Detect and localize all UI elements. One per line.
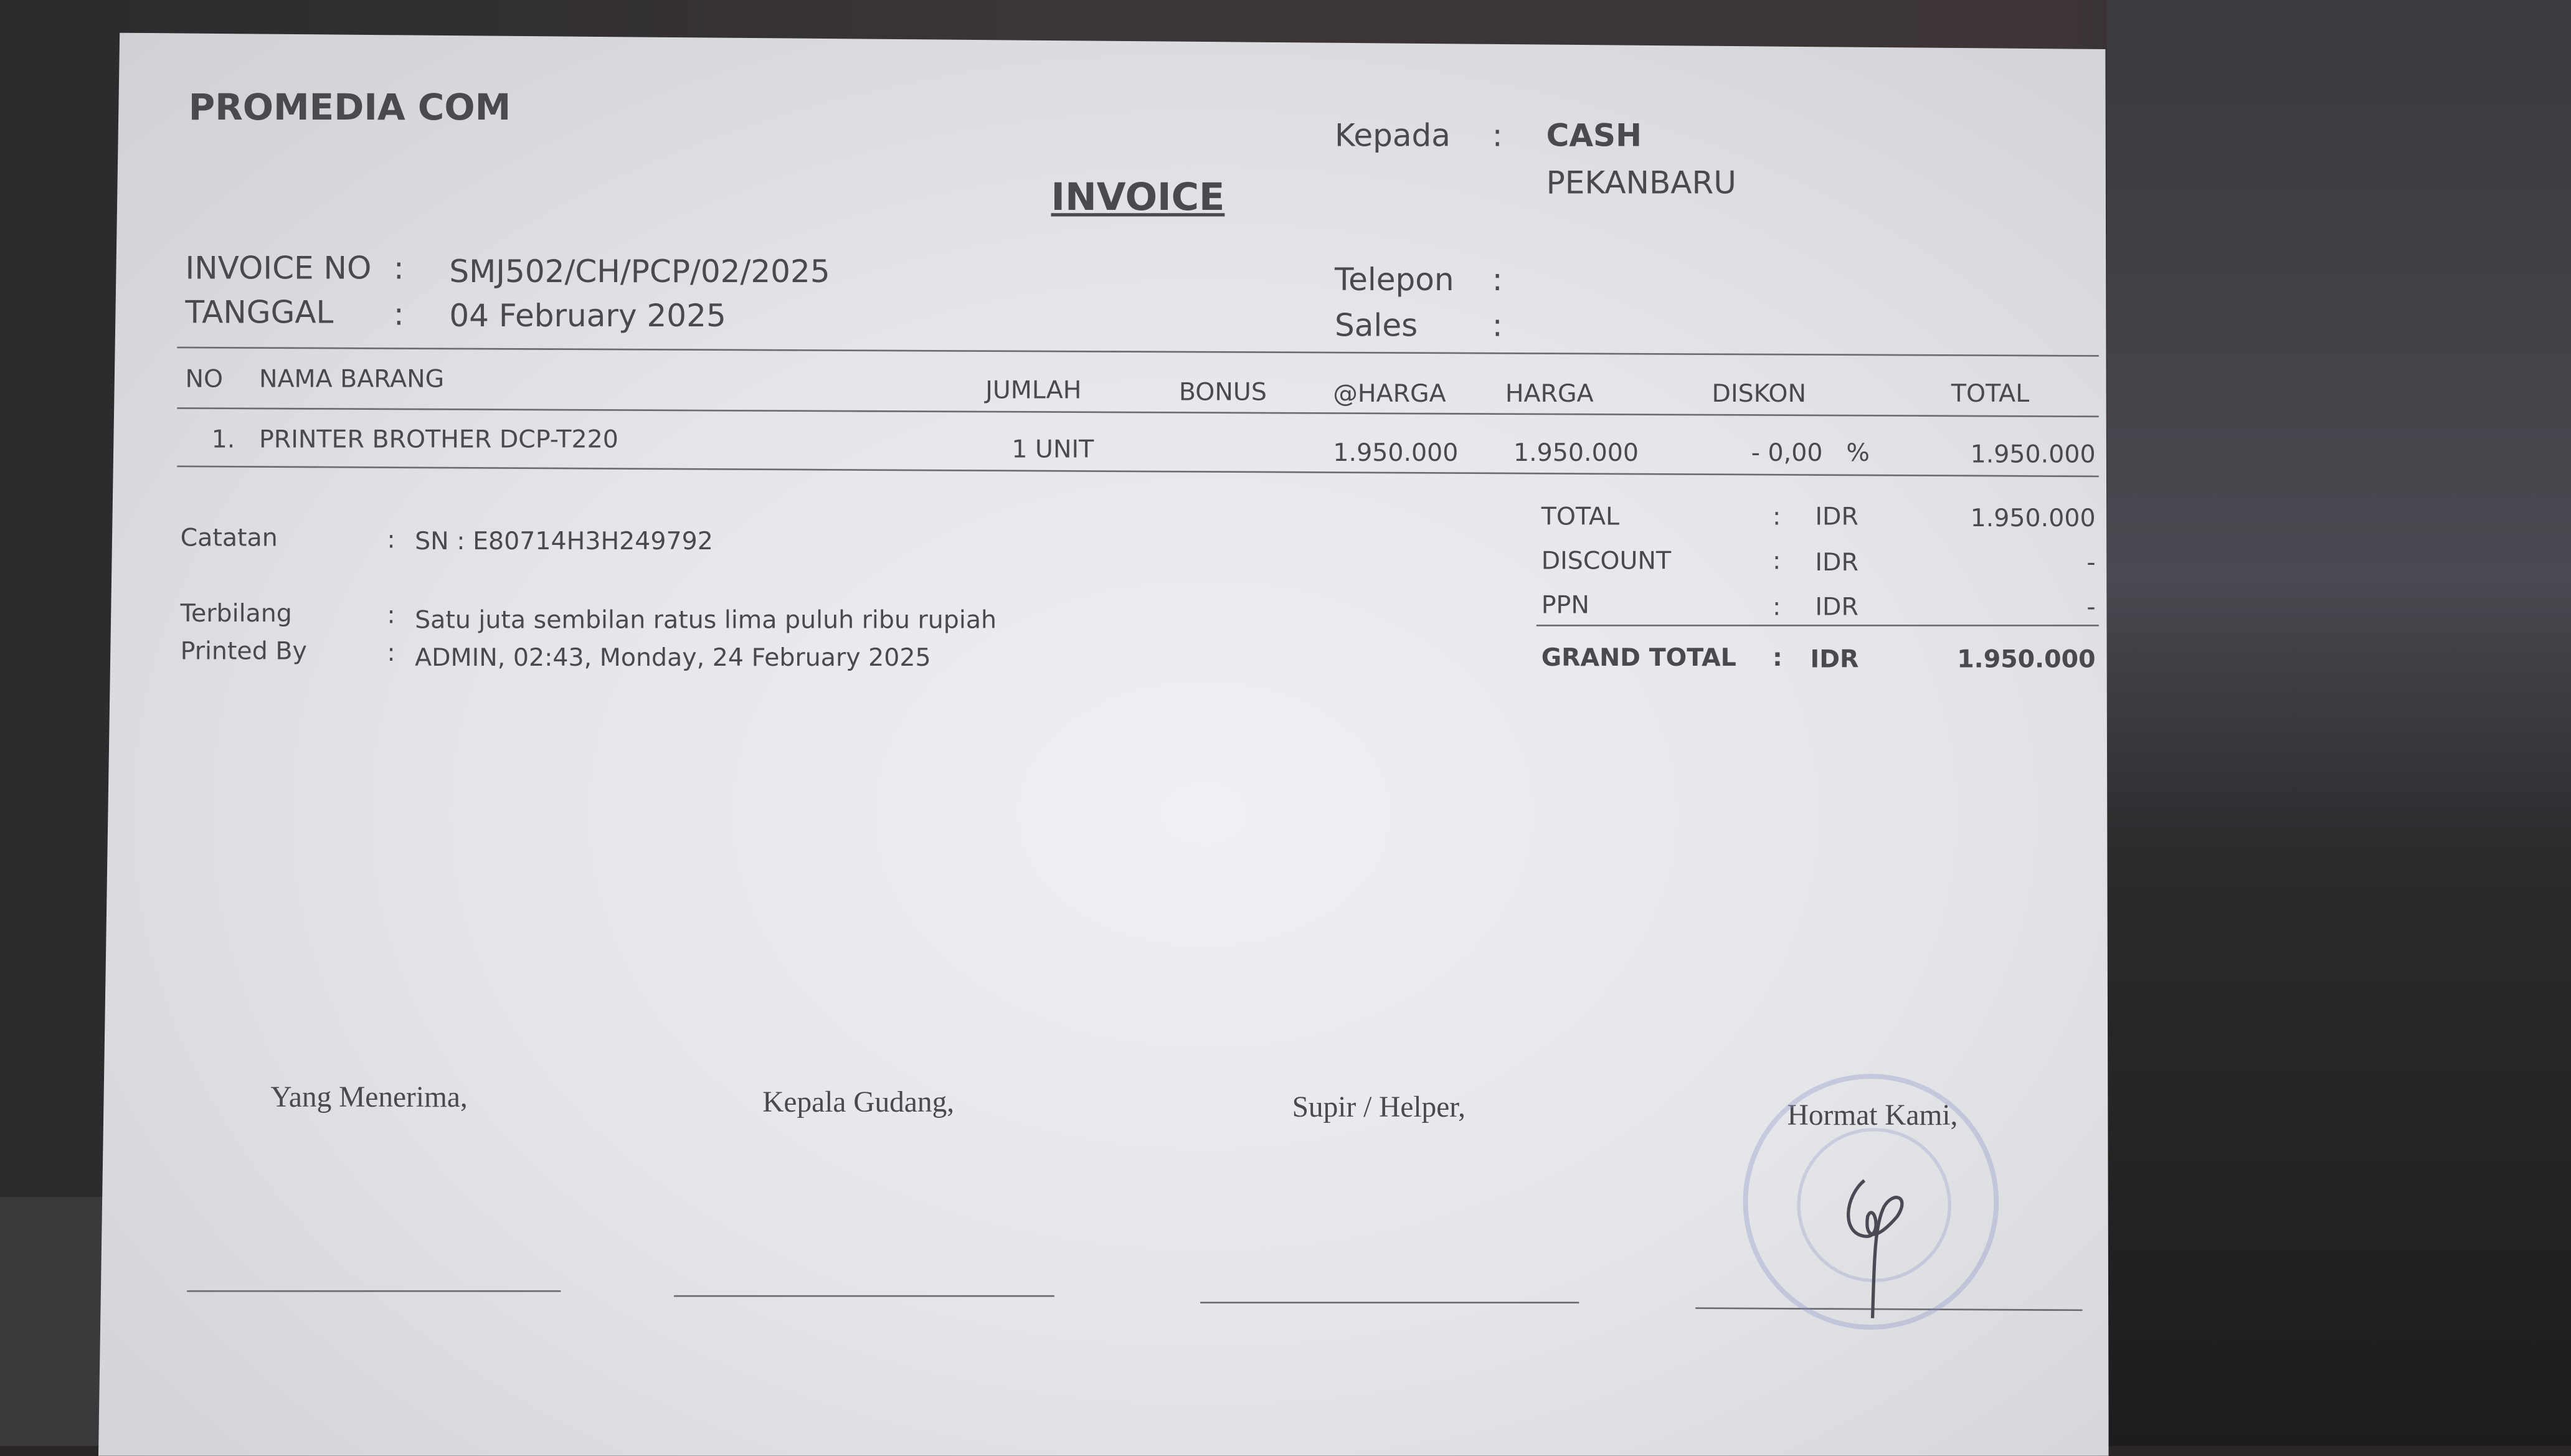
row-discount: - 0,00 <box>1751 437 1823 468</box>
signature-receiver-label: Yang Menerima, <box>270 1080 468 1113</box>
colon: : <box>1772 643 1783 673</box>
company-name: PROMEDIA COM <box>188 88 511 130</box>
row-price: 1.950.000 <box>1513 437 1639 468</box>
summary-label: DISCOUNT <box>1541 546 1672 576</box>
summary-label: TOTAL <box>1541 501 1620 531</box>
colon: : <box>1772 501 1781 531</box>
header-bonus: BONUS <box>1178 377 1267 407</box>
colon: : <box>1492 262 1503 299</box>
row-qty: 1 UNIT <box>1011 434 1094 465</box>
signature-line <box>674 1295 1054 1297</box>
colon: : <box>393 296 404 333</box>
header-discount: DISKON <box>1712 379 1807 409</box>
header-item: NAMA BARANG <box>258 364 445 394</box>
row-discount-unit: % <box>1846 437 1870 468</box>
customer-city: PEKANBARU <box>1546 165 1736 202</box>
note-label: Catatan <box>180 522 278 553</box>
signature-driver-label: Supir / Helper, <box>1292 1090 1466 1123</box>
invoice-title: INVOICE <box>1051 177 1225 220</box>
summary-value: - <box>2086 547 2096 577</box>
note-value: SN : E80714H3H249792 <box>415 526 713 556</box>
sales-label: Sales <box>1335 308 1418 344</box>
printed-label: Printed By <box>180 636 307 666</box>
header-no: NO <box>185 364 224 394</box>
summary-value: - <box>2086 592 2096 622</box>
to-label: Kepada <box>1335 118 1451 154</box>
colon: : <box>1772 546 1781 576</box>
header-price: HARGA <box>1505 379 1594 409</box>
colon: : <box>1772 592 1781 622</box>
signature-line <box>187 1290 561 1292</box>
customer-name: CASH <box>1546 118 1642 154</box>
summary-label: PPN <box>1541 590 1589 620</box>
row-no: 1. <box>211 424 235 455</box>
divider <box>1536 625 2099 626</box>
summary-value: 1.950.000 <box>1970 503 2096 533</box>
signature-warehouse-label: Kepala Gudang, <box>762 1085 955 1118</box>
header-qty: JUMLAH <box>985 375 1082 405</box>
spelled-label: Terbilang <box>180 598 292 628</box>
phone-label: Telepon <box>1335 262 1454 299</box>
grand-total-value: 1.950.000 <box>1957 644 2096 674</box>
invoice-date: 04 February 2025 <box>449 298 726 335</box>
colon: : <box>387 524 395 554</box>
colon: : <box>393 250 404 287</box>
summary-currency: IDR <box>1815 501 1858 531</box>
row-total: 1.950.000 <box>1970 439 2096 469</box>
colon: : <box>1492 308 1503 344</box>
row-unit-price: 1.950.000 <box>1333 437 1459 468</box>
handwritten-signature <box>1847 1179 1904 1318</box>
colon: : <box>1492 118 1503 154</box>
signature-line <box>1200 1302 1579 1303</box>
colon: : <box>387 638 395 668</box>
header-unit-price: @HARGA <box>1333 379 1446 409</box>
grand-total-currency: IDR <box>1810 644 1859 674</box>
background-right <box>2107 0 2571 1447</box>
printed-value: ADMIN, 02:43, Monday, 24 February 2025 <box>415 643 931 673</box>
row-item: PRINTER BROTHER DCP-T220 <box>258 424 618 455</box>
invoice-no-label: INVOICE NO <box>185 250 372 287</box>
summary-currency: IDR <box>1815 592 1858 622</box>
grand-total-label: GRAND TOTAL <box>1541 643 1736 673</box>
invoice-no: SMJ502/CH/PCP/02/2025 <box>449 254 830 290</box>
spelled-value: Satu juta sembilan ratus lima puluh ribu… <box>415 605 997 635</box>
summary-currency: IDR <box>1815 547 1858 577</box>
date-label: TANGGAL <box>185 295 334 331</box>
header-total: TOTAL <box>1951 379 2030 409</box>
colon: : <box>387 600 395 630</box>
